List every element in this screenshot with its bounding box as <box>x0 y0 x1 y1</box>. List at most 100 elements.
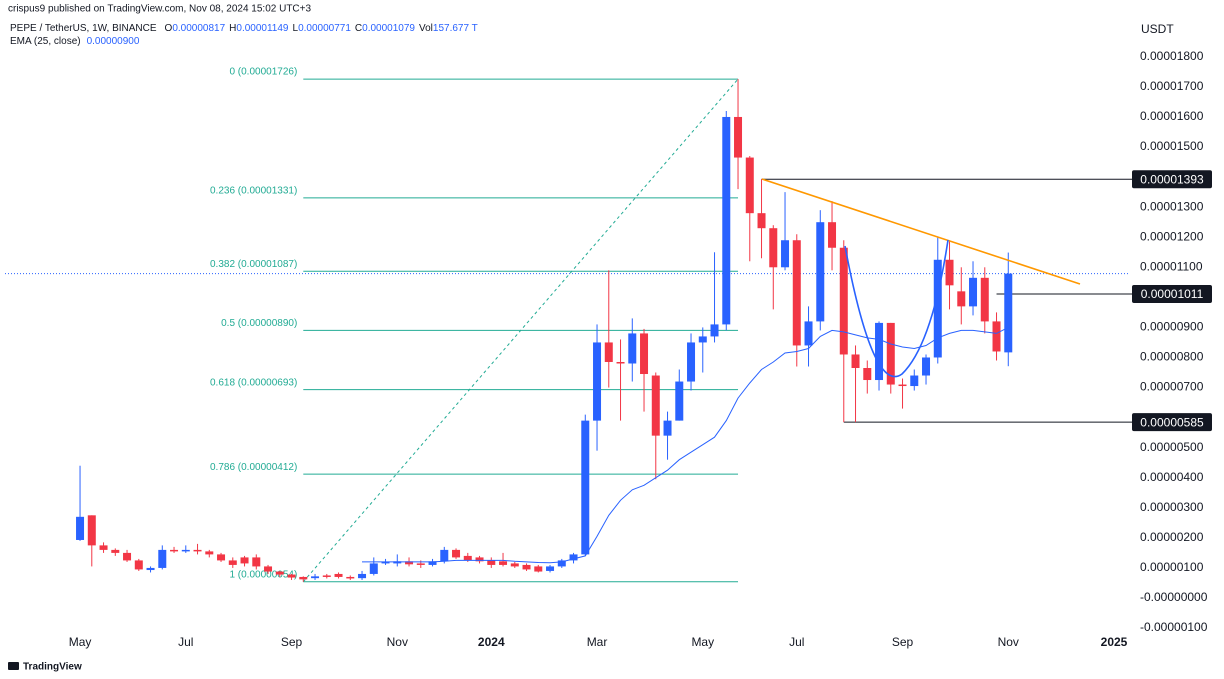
y-tick-label: 0.00001800 <box>1140 49 1204 63</box>
fib-label: 0 (0.00001726) <box>229 67 297 78</box>
x-tick-label: Jul <box>789 635 804 649</box>
candle-body <box>910 375 919 387</box>
candle-body <box>170 549 179 552</box>
y-tick-label: 0.00000500 <box>1140 440 1204 454</box>
candle-body <box>546 566 555 571</box>
y-tick-label: -0.00000000 <box>1140 590 1208 604</box>
candle-body <box>969 277 978 307</box>
candle-body <box>123 552 132 561</box>
x-tick-label: Nov <box>998 635 1019 649</box>
ema-line <box>362 326 1009 564</box>
candle-body <box>146 567 155 571</box>
candle-body <box>334 573 343 577</box>
ohlc-value: 0.00000817 <box>172 23 225 34</box>
candle-body <box>628 333 637 364</box>
candle-body <box>557 560 566 567</box>
x-tick-label: May <box>69 635 92 649</box>
x-tick-label: Jul <box>178 635 193 649</box>
candle-body <box>675 381 684 421</box>
candle-body <box>710 324 719 337</box>
y-tick-label: 0.00001100 <box>1140 259 1203 273</box>
candle-body <box>193 549 202 552</box>
candle-body <box>158 549 167 568</box>
price-label: 0.00000585 <box>1140 415 1204 429</box>
candle-body <box>205 551 214 555</box>
price-label: 0.00001011 <box>1141 287 1204 301</box>
candle-body <box>593 342 602 421</box>
currency-label: USDT <box>1141 22 1174 36</box>
candle-body <box>299 576 308 580</box>
cup-curve <box>844 239 949 378</box>
ohlc-key: H <box>229 23 236 34</box>
candle-body <box>816 222 825 322</box>
candle-body <box>687 342 696 382</box>
candle-body <box>228 560 237 565</box>
y-tick-label: -0.00000100 <box>1140 620 1208 634</box>
trend-line <box>761 178 1081 285</box>
candle-body <box>416 563 425 565</box>
candle-body <box>992 321 1001 352</box>
candle-body <box>745 157 754 214</box>
candle-body <box>569 554 578 561</box>
y-tick-label: 0.00000700 <box>1140 380 1204 394</box>
y-tick-label: 0.00001600 <box>1140 109 1204 123</box>
x-tick-label: May <box>691 635 714 649</box>
candle-body <box>663 420 672 436</box>
candle-body <box>275 571 284 575</box>
price-label: 0.00001393 <box>1140 172 1204 186</box>
candle-body <box>781 240 790 268</box>
ohlc-value: 0.00001149 <box>236 23 289 34</box>
y-tick-label: 0.00000100 <box>1140 560 1204 574</box>
candle-body <box>463 555 472 561</box>
candle-body <box>452 549 461 558</box>
candle-body <box>839 247 848 355</box>
candle-body <box>933 259 942 358</box>
price-label-box <box>1132 285 1212 304</box>
ema-name: EMA (25, close) <box>10 36 81 47</box>
candle-body <box>381 561 390 564</box>
candle-body <box>217 554 226 561</box>
footer-brand: TradingView <box>23 662 82 673</box>
ema-value: 0.00000900 <box>87 36 140 47</box>
ohlc-value: 0.00000771 <box>298 23 351 34</box>
candle-body <box>698 336 707 343</box>
ohlc-key: Vol <box>419 23 433 34</box>
x-tick-label: Sep <box>281 635 303 649</box>
ohlc-value: 157.677 T <box>433 23 478 34</box>
candle-body <box>581 420 590 555</box>
candle-body <box>428 561 437 565</box>
candle-body <box>87 515 96 546</box>
candle-body <box>475 557 484 562</box>
y-tick-label: 0.00001200 <box>1140 229 1204 243</box>
y-tick-label: 0.00001500 <box>1140 139 1204 153</box>
candle-body <box>534 566 543 572</box>
candle-body <box>828 222 837 248</box>
symbol-legend: PEPE / TetherUS, 1W, BINANCE O0.00000817 H… <box>10 23 478 34</box>
candle-body <box>851 354 860 369</box>
candle-body <box>734 116 743 158</box>
ohlc-key: L <box>293 23 299 34</box>
candle-body <box>134 560 143 570</box>
candles <box>76 79 1013 582</box>
candle-body <box>181 549 190 552</box>
y-tick-label: 0.00001300 <box>1140 199 1204 213</box>
candle-body <box>287 574 296 578</box>
drawings-under: 0 (0.00001726) 0.236 (0.00001331) 0.382 (0… <box>5 67 1132 583</box>
x-tick-label: Sep <box>892 635 914 649</box>
candle-body <box>875 322 884 381</box>
candle-body <box>886 322 895 385</box>
candle-body <box>640 333 649 375</box>
x-tick-label: 2024 <box>478 635 505 649</box>
symbol: PEPE / TetherUS, 1W, BINANCE <box>10 23 157 34</box>
y-tick-label: 0.00000900 <box>1140 320 1204 334</box>
candle-body <box>898 384 907 387</box>
published-note: crispus9 published on TradingView.com, N… <box>8 4 311 15</box>
candle-body <box>311 576 320 579</box>
candle-body <box>922 357 931 376</box>
axes: 0.00001800 0.00001700 0.00001600 0.00001500… <box>69 49 1212 649</box>
ohlc-key: C <box>355 23 362 34</box>
logo-icon <box>8 662 19 670</box>
